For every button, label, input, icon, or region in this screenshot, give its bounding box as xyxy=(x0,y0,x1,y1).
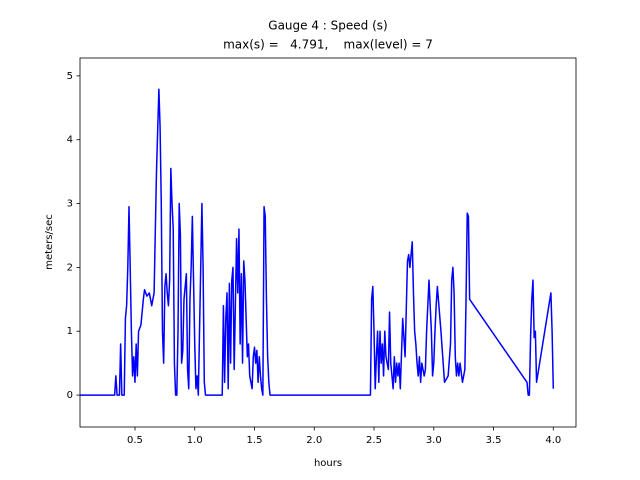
x-tick-label: 3.0 xyxy=(426,435,442,446)
y-tick-label: 1 xyxy=(67,326,73,337)
x-tick-label: 0.5 xyxy=(127,435,143,446)
x-tick-label: 2.0 xyxy=(306,435,322,446)
y-tick-label: 3 xyxy=(67,199,73,210)
data-line xyxy=(80,88,555,396)
y-tick-label: 4 xyxy=(67,135,73,146)
x-tick-label: 1.0 xyxy=(187,435,203,446)
y-axis-label: meters/sec xyxy=(44,214,55,270)
x-tick-label: 2.5 xyxy=(366,435,382,446)
y-tick-label: 2 xyxy=(67,262,73,273)
y-tick-label: 5 xyxy=(67,71,73,82)
chart-title: Gauge 4 : Speed (s) xyxy=(268,19,387,33)
chart-subtitle: max(s) = 4.791, max(level) = 7 xyxy=(223,38,433,52)
x-axis-label: hours xyxy=(314,458,342,469)
x-tick-label: 4.0 xyxy=(545,435,561,446)
plot-frame xyxy=(79,57,577,428)
y-tick-label: 0 xyxy=(67,390,73,401)
x-tick-label: 1.5 xyxy=(247,435,263,446)
x-tick-label: 3.5 xyxy=(486,435,502,446)
